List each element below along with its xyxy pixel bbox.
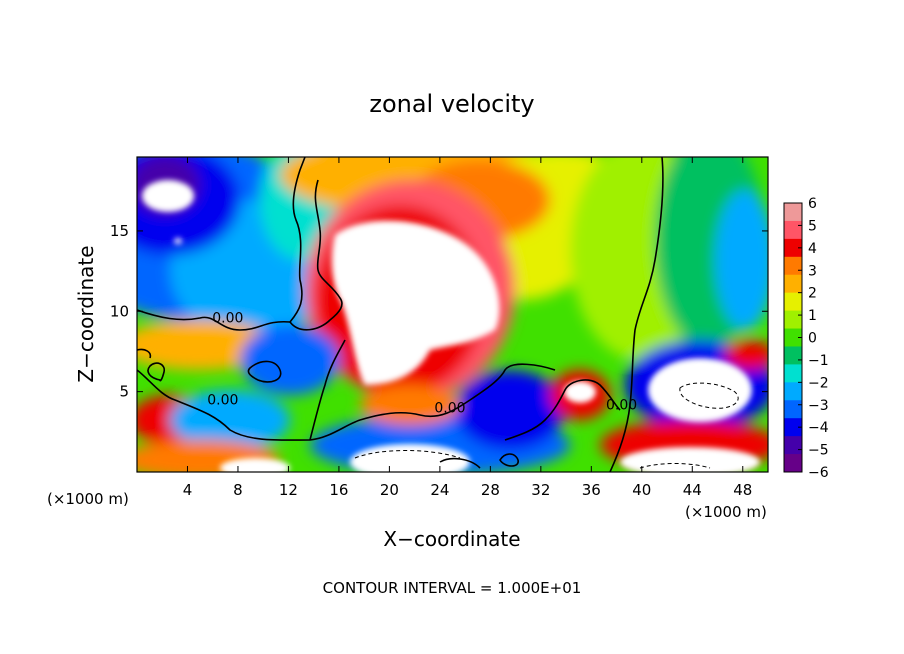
y-tick-label: 10 — [110, 302, 129, 320]
colorbar: 6 5 4 3 2 1 0 −1 −2 −3 −4 −5 −6 — [783, 196, 829, 481]
contour-label: 0.00 — [606, 397, 637, 413]
colorbar-tick-label: −3 — [808, 398, 829, 414]
contour-label: 0.00 — [212, 311, 243, 327]
y-tick-label: 15 — [110, 222, 129, 240]
x-tick-label: 12 — [279, 481, 298, 499]
y-axis-label: Z−coordinate — [74, 245, 98, 382]
colorbar-tick-label: 3 — [808, 263, 817, 279]
colorbar-tick-label: −1 — [808, 353, 829, 369]
colorbar-swatch — [784, 238, 802, 258]
colorbar-swatch — [784, 310, 802, 330]
colorbar-swatch — [784, 328, 802, 347]
colorbar-tick-label: 1 — [808, 308, 817, 324]
x-tick-label: 48 — [733, 481, 752, 499]
contour-label: 0.00 — [207, 393, 238, 409]
plot-frame — [136, 156, 769, 473]
x-unit-right: (×1000 m) — [685, 503, 767, 521]
colorbar-swatch — [784, 203, 802, 222]
colorbar-swatch — [784, 454, 802, 473]
x-tick-label: 32 — [531, 481, 550, 499]
colorbar-tick-label: −2 — [808, 375, 829, 391]
x-tick-label: 40 — [632, 481, 651, 499]
colorbar-swatch — [784, 346, 802, 365]
x-tick-label: 4 — [183, 481, 193, 499]
colorbar-swatch — [784, 436, 802, 455]
colorbar-swatch — [784, 220, 802, 240]
x-tick-label: 8 — [233, 481, 243, 499]
x-tick-label: 20 — [380, 481, 399, 499]
x-axis-label: X−coordinate — [383, 527, 520, 551]
x-tick-label: 24 — [430, 481, 449, 499]
colorbar-tick-label: −5 — [808, 443, 829, 459]
colorbar-swatch — [784, 418, 802, 437]
colorbar-tick-label: 0 — [808, 331, 817, 347]
x-tick-label: 16 — [329, 481, 348, 499]
colorbar-swatch — [784, 400, 802, 419]
colorbar-tick-label: −4 — [808, 420, 829, 436]
velocity-field: 0.00 0.00 0.00 0.00 — [137, 157, 768, 472]
y-tick-label: 5 — [119, 383, 129, 401]
colorbar-swatch — [784, 382, 802, 401]
colorbar-tick-label: 5 — [808, 218, 817, 234]
colorbar-swatch — [784, 256, 802, 276]
colorbar-swatch — [784, 292, 802, 312]
colorbar-tick-label: −6 — [808, 465, 829, 481]
contour-interval-note: CONTOUR INTERVAL = 1.000E+01 — [323, 579, 582, 597]
colorbar-tick-label: 4 — [808, 241, 817, 257]
colorbar-tick-label: 6 — [808, 196, 817, 212]
x-unit-left: (×1000 m) — [47, 490, 129, 508]
x-tick-label: 36 — [582, 481, 601, 499]
colorbar-swatch — [784, 274, 802, 294]
chart-title: zonal velocity — [369, 90, 534, 118]
colorbar-swatch — [784, 364, 802, 383]
colorbar-tick-label: 2 — [808, 286, 817, 302]
contour-label: 0.00 — [434, 401, 465, 417]
x-tick-label: 44 — [683, 481, 702, 499]
x-tick-label: 28 — [481, 481, 500, 499]
